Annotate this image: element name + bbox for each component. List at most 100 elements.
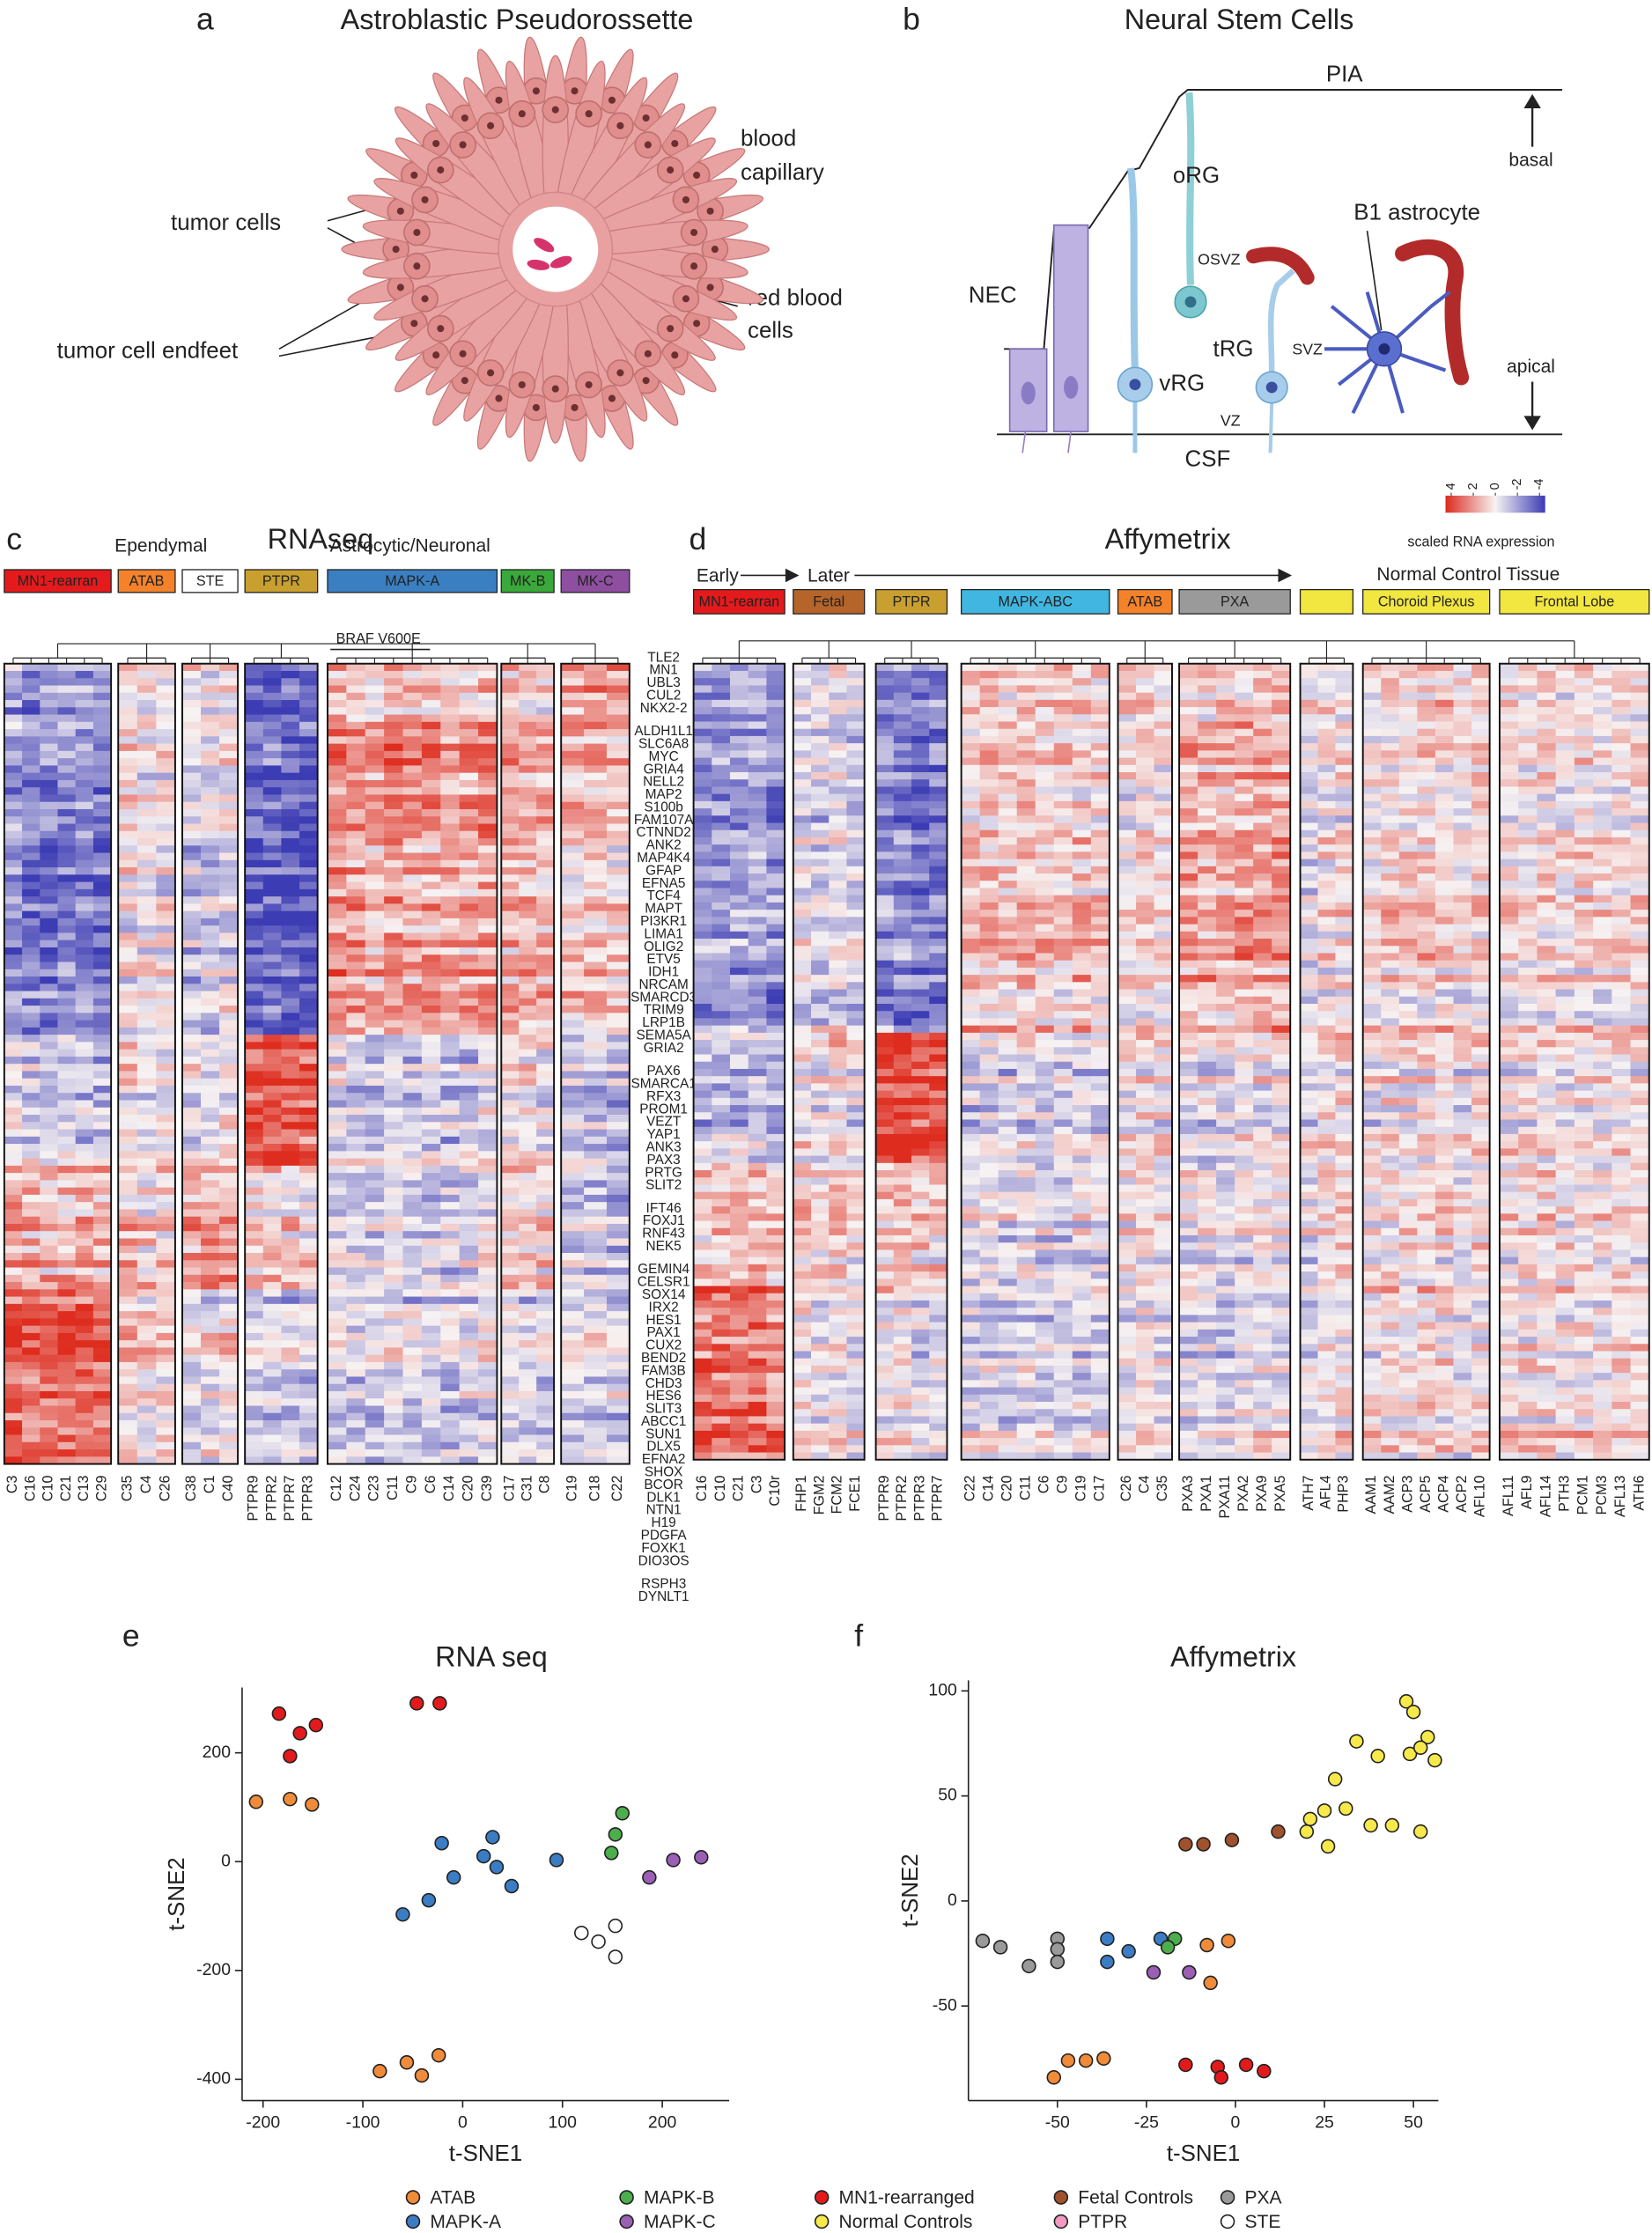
heatmap-cell	[93, 751, 112, 759]
heatmap-cell	[384, 1100, 403, 1108]
heatmap-cell	[365, 918, 385, 926]
heatmap-cell	[403, 947, 423, 955]
heatmap-cell	[93, 787, 112, 795]
heatmap-cell	[876, 758, 895, 766]
heatmap-cell	[460, 1369, 479, 1377]
heatmap-cell	[245, 1159, 263, 1167]
nucleus	[552, 386, 559, 393]
heatmap-cell	[501, 1231, 519, 1239]
heatmap-cell	[57, 686, 76, 694]
heatmap-cell	[156, 1326, 175, 1334]
heatmap-cell	[93, 1260, 112, 1268]
heatmap-cell	[793, 685, 812, 693]
heatmap-cell	[584, 671, 607, 679]
heatmap-cell	[299, 889, 318, 897]
heatmap-cell	[793, 1069, 812, 1077]
heatmap-cell	[76, 773, 94, 781]
heatmap-cell	[730, 786, 749, 794]
heatmap-cell	[440, 1253, 460, 1261]
heatmap-cell	[584, 1173, 607, 1181]
heatmap-cell	[422, 1137, 441, 1145]
panel-title: Neural Stem Cells	[1125, 4, 1354, 35]
heatmap-cell	[263, 773, 282, 781]
heatmap-cell	[384, 1362, 403, 1370]
nucleus	[682, 295, 690, 302]
heatmap-cell	[281, 729, 299, 737]
heatmap-cell	[156, 787, 175, 795]
heatmap-cell	[299, 999, 318, 1006]
heatmap-cell	[584, 693, 607, 701]
heatmap-cell	[793, 1388, 812, 1396]
heatmap-cell	[22, 1079, 41, 1087]
heatmap-cell	[137, 1180, 157, 1188]
heatmap-cell	[299, 758, 318, 766]
heatmap-cell	[365, 693, 385, 701]
heatmap-cell	[561, 1137, 584, 1145]
heatmap-cell	[182, 1050, 202, 1058]
heatmap-cell	[793, 823, 812, 831]
heatmap-cell	[501, 1449, 519, 1457]
heatmap-cell	[76, 794, 94, 802]
heatmap-cell	[118, 860, 137, 868]
heatmap-cell	[245, 1100, 263, 1108]
heatmap-cell	[749, 1344, 767, 1352]
heatmap-cell	[793, 1315, 812, 1323]
heatmap-cell	[501, 1166, 519, 1174]
heatmap-cell	[730, 917, 749, 925]
heatmap-cell	[501, 1253, 519, 1261]
heatmap-cell	[846, 786, 865, 794]
heatmap-cell	[201, 1362, 220, 1370]
heatmap-cell	[519, 918, 536, 926]
heatmap-cell	[607, 954, 630, 962]
heatmap-cell	[137, 1449, 157, 1457]
heatmap-cell	[894, 1098, 912, 1106]
heatmap-cell	[93, 984, 112, 991]
heatmap-cell	[346, 1108, 365, 1116]
heatmap-cell	[793, 1293, 812, 1301]
heatmap-cell	[384, 707, 403, 715]
heatmap-cell	[76, 984, 94, 991]
heatmap-cell	[22, 1115, 41, 1123]
heatmap-cell	[712, 1445, 730, 1453]
heatmap-cell	[440, 678, 460, 686]
heatmap-cell	[328, 1268, 347, 1276]
heatmap-cell	[4, 678, 23, 686]
heatmap-cell	[118, 954, 137, 962]
heatmap-cell	[607, 1376, 630, 1384]
heatmap-cell	[694, 888, 712, 895]
heatmap-cell	[846, 844, 865, 852]
heatmap-cell	[694, 823, 712, 831]
heatmap-cell	[440, 867, 460, 875]
heatmap-cell	[263, 1238, 282, 1246]
heatmap-cell	[460, 1173, 479, 1181]
heatmap-cell	[749, 1148, 767, 1156]
heatmap-cell	[365, 1435, 385, 1443]
heatmap-cell	[766, 1134, 785, 1142]
heatmap-cell	[76, 1195, 94, 1203]
heatmap-cell	[846, 1083, 865, 1091]
heatmap-cell	[328, 693, 347, 701]
heatmap-cell	[281, 1130, 299, 1138]
heatmap-cell	[422, 969, 441, 977]
heatmap-cell	[365, 823, 385, 831]
heatmap-cell	[811, 1373, 830, 1381]
heatmap-cell	[749, 1308, 767, 1315]
heatmap-cell	[519, 1042, 536, 1050]
heatmap-cell	[346, 1304, 365, 1312]
heatmap-cell	[730, 1409, 749, 1417]
heatmap-cell	[584, 1333, 607, 1341]
heatmap-cell	[829, 772, 847, 780]
heatmap-cell	[607, 969, 630, 977]
heatmap-cell	[766, 1047, 785, 1055]
heatmap-cell	[40, 1449, 58, 1457]
heatmap-cell	[365, 1427, 385, 1435]
heatmap-cell	[4, 1071, 23, 1079]
heatmap-cell	[245, 787, 263, 795]
heatmap-cell	[93, 1100, 112, 1108]
heatmap-cell	[730, 671, 749, 679]
heatmap-cell	[156, 1442, 175, 1450]
heatmap-cell	[730, 1213, 749, 1221]
heatmap-cell	[281, 1311, 299, 1319]
heatmap-cell	[299, 1398, 318, 1406]
heatmap-cell	[182, 1137, 202, 1145]
